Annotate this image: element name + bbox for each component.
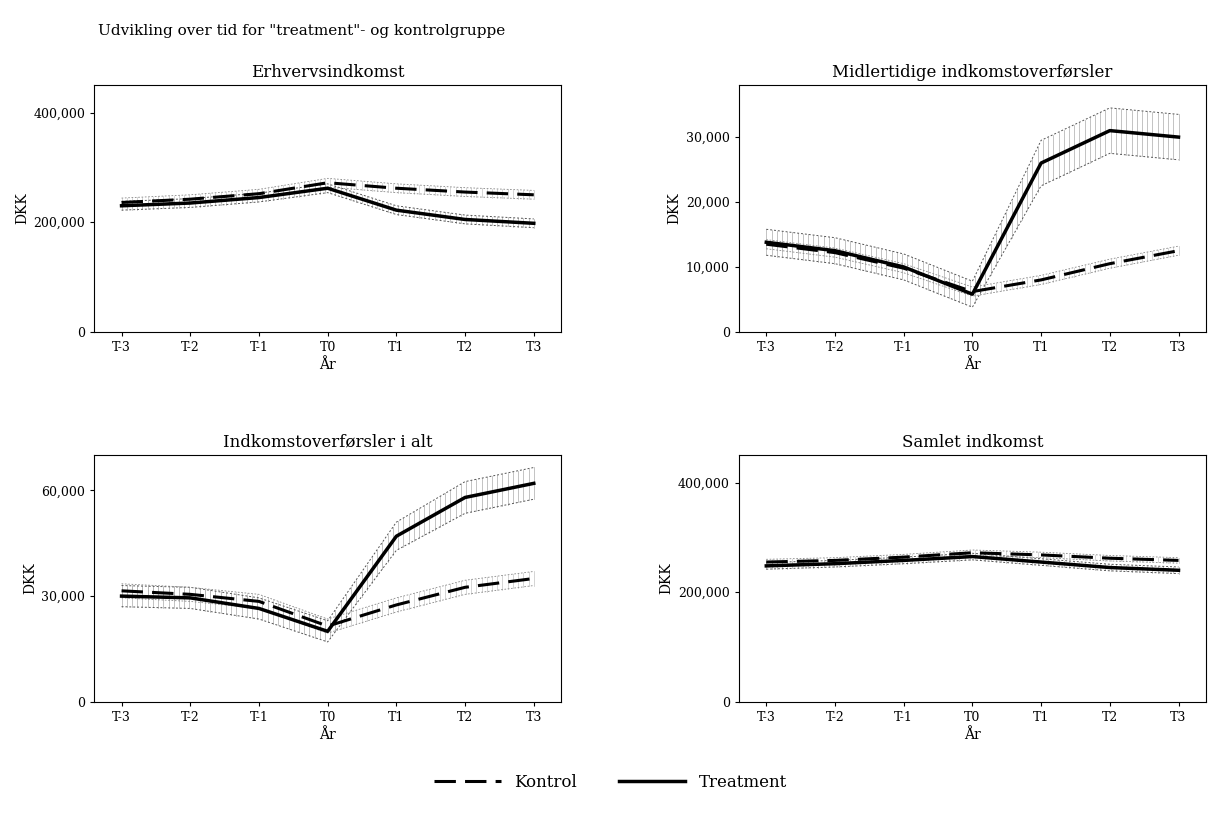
X-axis label: År: År: [320, 358, 336, 372]
Text: Udvikling over tid for "treatment"- og kontrolgruppe: Udvikling over tid for "treatment"- og k…: [98, 24, 505, 38]
Title: Midlertidige indkomstoverførsler: Midlertidige indkomstoverførsler: [833, 63, 1112, 81]
Y-axis label: DKK: DKK: [668, 193, 681, 225]
X-axis label: År: År: [965, 728, 980, 742]
Y-axis label: DKK: DKK: [659, 562, 674, 594]
Y-axis label: DKK: DKK: [15, 193, 29, 225]
Legend: Kontrol, Treatment: Kontrol, Treatment: [427, 767, 794, 798]
Title: Indkomstoverførsler i alt: Indkomstoverførsler i alt: [223, 434, 432, 451]
X-axis label: År: År: [965, 358, 980, 372]
X-axis label: År: År: [320, 728, 336, 742]
Title: Samlet indkomst: Samlet indkomst: [901, 434, 1043, 451]
Title: Erhvervsindkomst: Erhvervsindkomst: [252, 63, 404, 81]
Y-axis label: DKK: DKK: [23, 562, 37, 594]
